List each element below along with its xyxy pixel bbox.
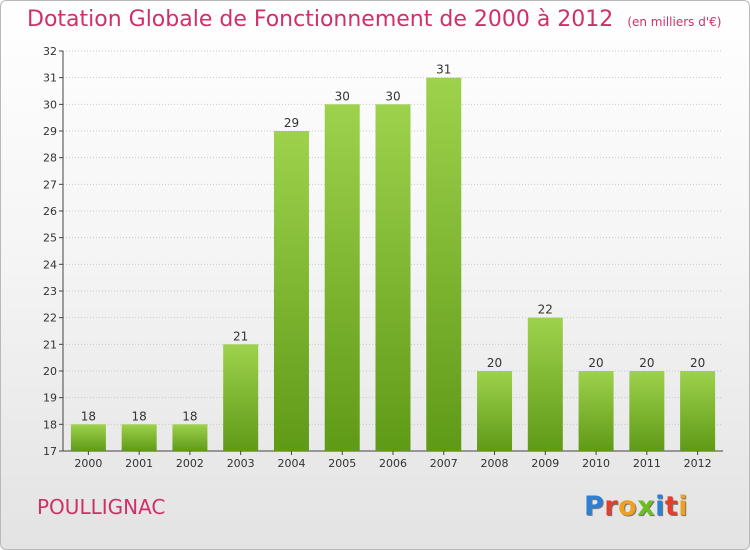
logo-letter: r <box>604 491 619 522</box>
y-tick-label: 23 <box>43 285 57 298</box>
logo-letter: P <box>584 491 605 522</box>
y-tick-label: 21 <box>43 338 57 351</box>
x-tick-label: 2010 <box>582 457 610 470</box>
bar-2006 <box>375 104 411 451</box>
bar-2009 <box>527 317 563 451</box>
data-label: 21 <box>233 329 248 343</box>
data-label: 20 <box>487 356 502 370</box>
y-tick-label: 24 <box>43 258 57 271</box>
x-tick-label: 2007 <box>430 457 458 470</box>
labels: 2000 18 2001 18 2002 18 2003 21 2004 29 2005 30 2006… <box>74 63 711 470</box>
y-tick-label: 32 <box>43 45 57 58</box>
logo-letter: i <box>678 491 689 522</box>
logo-letter: x <box>637 491 656 522</box>
x-tick-label: 2002 <box>176 457 204 470</box>
y-tick-label: 26 <box>43 205 57 218</box>
data-label: 20 <box>639 356 654 370</box>
x-tick-label: 2009 <box>531 457 559 470</box>
commune-name: POULLIGNAC <box>37 495 166 519</box>
y-tick-label: 17 <box>43 445 57 458</box>
data-label: 20 <box>588 356 603 370</box>
axes: 17 18 19 20 21 22 23 24 25 26 27 28 29 30 31 32 <box>43 45 723 458</box>
bar-2010 <box>578 371 614 451</box>
x-tick-label: 2011 <box>633 457 661 470</box>
data-label: 31 <box>436 63 451 77</box>
y-tick-label: 20 <box>43 365 57 378</box>
logo-letter: i <box>655 491 665 522</box>
y-tick-label: 30 <box>43 98 57 111</box>
proxiti-logo: Proxiti <box>584 491 688 522</box>
bar-2008 <box>477 371 513 451</box>
logo-letter: o <box>618 491 638 522</box>
x-tick-label: 2012 <box>684 457 712 470</box>
y-tick-label: 25 <box>43 232 57 245</box>
data-label: 30 <box>385 89 400 103</box>
y-tick-label: 22 <box>43 312 57 325</box>
y-tick-label: 28 <box>43 152 57 165</box>
bar-2004 <box>273 131 309 451</box>
bar-2011 <box>629 371 665 451</box>
x-tick-label: 2003 <box>227 457 255 470</box>
x-tick-label: 2008 <box>481 457 509 470</box>
y-tick-label: 18 <box>43 418 57 431</box>
data-label: 20 <box>690 356 705 370</box>
y-tick-label: 31 <box>43 72 57 85</box>
y-tick-label: 27 <box>43 178 57 191</box>
bar-2007 <box>426 77 462 452</box>
bar-2000 <box>70 424 106 451</box>
x-tick-label: 2006 <box>379 457 407 470</box>
data-label: 18 <box>81 409 96 423</box>
y-tick-label: 19 <box>43 392 57 405</box>
unit-label: (en milliers d'€) <box>627 15 722 29</box>
x-tick-label: 2005 <box>328 457 356 470</box>
bars <box>70 77 716 452</box>
title-text: Dotation Globale de Fonctionnement de 20… <box>27 7 614 32</box>
logo-letter: t <box>664 491 679 522</box>
chart-title: Dotation Globale de Fonctionnement de 20… <box>27 7 721 32</box>
bar-2005 <box>324 104 360 451</box>
data-label: 18 <box>182 409 197 423</box>
data-label: 30 <box>335 89 350 103</box>
bar-2003 <box>223 344 259 451</box>
x-tick-label: 2001 <box>125 457 153 470</box>
data-label: 29 <box>284 116 299 130</box>
bar-2012 <box>680 371 716 451</box>
y-tick-label: 29 <box>43 125 57 138</box>
bar-2001 <box>121 424 157 451</box>
data-label: 22 <box>538 303 553 317</box>
bar-2002 <box>172 424 208 451</box>
x-tick-label: 2004 <box>277 457 305 470</box>
data-label: 18 <box>132 409 147 423</box>
x-tick-label: 2000 <box>74 457 102 470</box>
